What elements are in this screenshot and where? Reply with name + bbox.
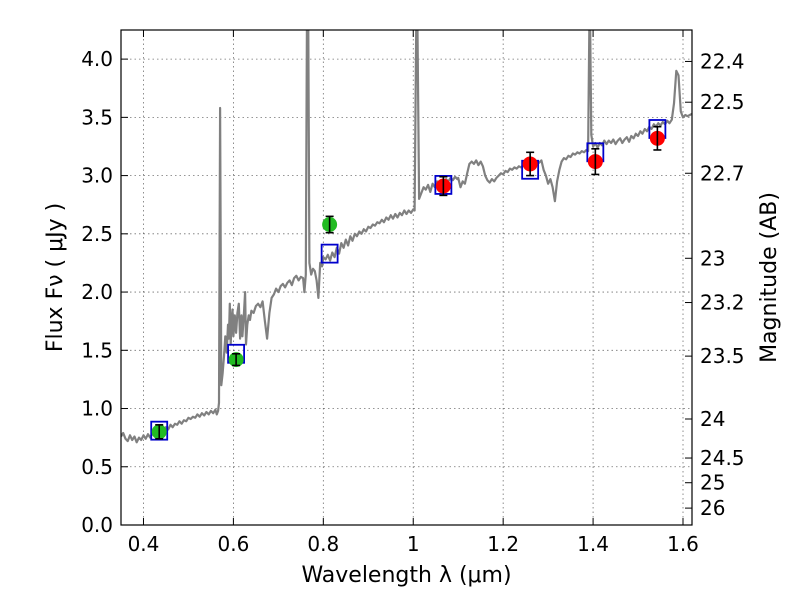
mag-tick-label: 24.5	[700, 446, 745, 470]
y-tick-label: 1.0	[81, 397, 113, 421]
mag-tick-label: 22.7	[700, 161, 745, 185]
y-tick-label: 4.0	[81, 47, 113, 71]
y-tick-label: 0.5	[81, 455, 113, 479]
grid	[121, 30, 692, 526]
y-tick-label: 3.5	[81, 105, 113, 129]
x-axis-label: Wavelength λ (μm)	[301, 563, 511, 588]
plot-frame	[120, 29, 693, 526]
x-tick-label: 0.8	[307, 532, 339, 556]
mag-tick-label: 26	[700, 496, 725, 520]
x-tick-label: 0.6	[217, 532, 249, 556]
mag-tick-label: 22.4	[700, 49, 745, 73]
x-tick-label: 1	[407, 532, 420, 556]
model-photometry-square	[150, 420, 169, 441]
y-tick-label: 2.5	[81, 222, 113, 246]
model-photometry-square	[320, 243, 339, 264]
x-tick-label: 0.4	[128, 532, 160, 556]
ticks: 0.4 0.6 0.8 1 1.2 1.4 1.6 0.0 0.5 1.0 1.5 2.0 2.5 3.0…	[81, 30, 745, 556]
mag-tick-label: 23.5	[700, 344, 745, 368]
y-axis-label: Flux Fν ( μJy )	[43, 203, 68, 352]
y-tick-label: 2.0	[81, 280, 113, 304]
spectrum-layer	[121, 30, 692, 444]
spectrum-line	[121, 30, 692, 444]
x-tick-label: 1.6	[667, 532, 699, 556]
x-tick-label: 1.2	[487, 532, 519, 556]
marker-layer	[150, 119, 667, 441]
x-tick-label: 1.4	[577, 532, 609, 556]
y-tick-label: 1.5	[81, 338, 113, 362]
y-tick-label: 3.0	[81, 164, 113, 188]
y-axis-right-label: Magnitude (AB)	[757, 192, 782, 363]
mag-tick-label: 22.5	[700, 90, 745, 114]
mag-tick-label: 23.2	[700, 291, 745, 315]
y-tick-label: 0.0	[81, 513, 113, 537]
mag-tick-label: 25	[700, 471, 725, 495]
mag-tick-label: 24	[700, 407, 725, 431]
mag-tick-label: 23	[700, 246, 725, 270]
